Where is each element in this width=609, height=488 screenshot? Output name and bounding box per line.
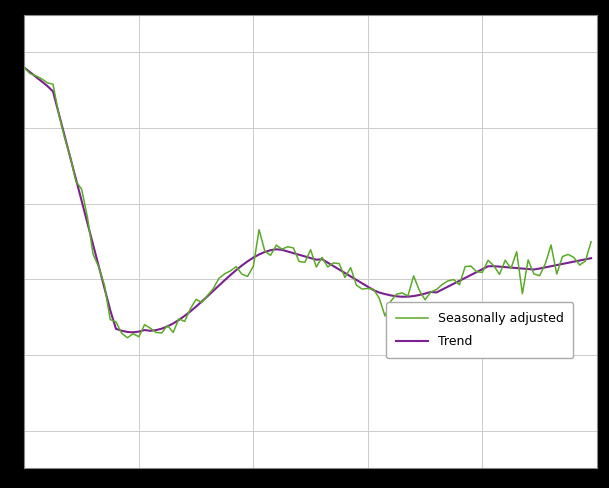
Legend: Seasonally adjusted, Trend: Seasonally adjusted, Trend (386, 302, 574, 358)
Seasonally adjusted (588, 239, 595, 244)
Seasonally adjusted (547, 242, 555, 248)
Seasonally adjusted (158, 330, 166, 336)
Line: Seasonally adjusted: Seasonally adjusted (24, 68, 591, 338)
Seasonally adjusted (565, 251, 572, 257)
Trend (158, 325, 166, 331)
Line: Trend: Trend (24, 68, 591, 332)
Trend (130, 329, 137, 335)
Seasonally adjusted (364, 285, 371, 291)
Seasonally adjusted (135, 334, 143, 340)
Trend (21, 65, 28, 71)
Trend (588, 255, 595, 261)
Trend (135, 329, 143, 335)
Trend (319, 256, 326, 262)
Seasonally adjusted (124, 335, 131, 341)
Seasonally adjusted (21, 65, 28, 71)
Trend (364, 284, 371, 290)
Trend (547, 264, 555, 269)
Trend (565, 260, 572, 265)
Seasonally adjusted (319, 254, 326, 260)
